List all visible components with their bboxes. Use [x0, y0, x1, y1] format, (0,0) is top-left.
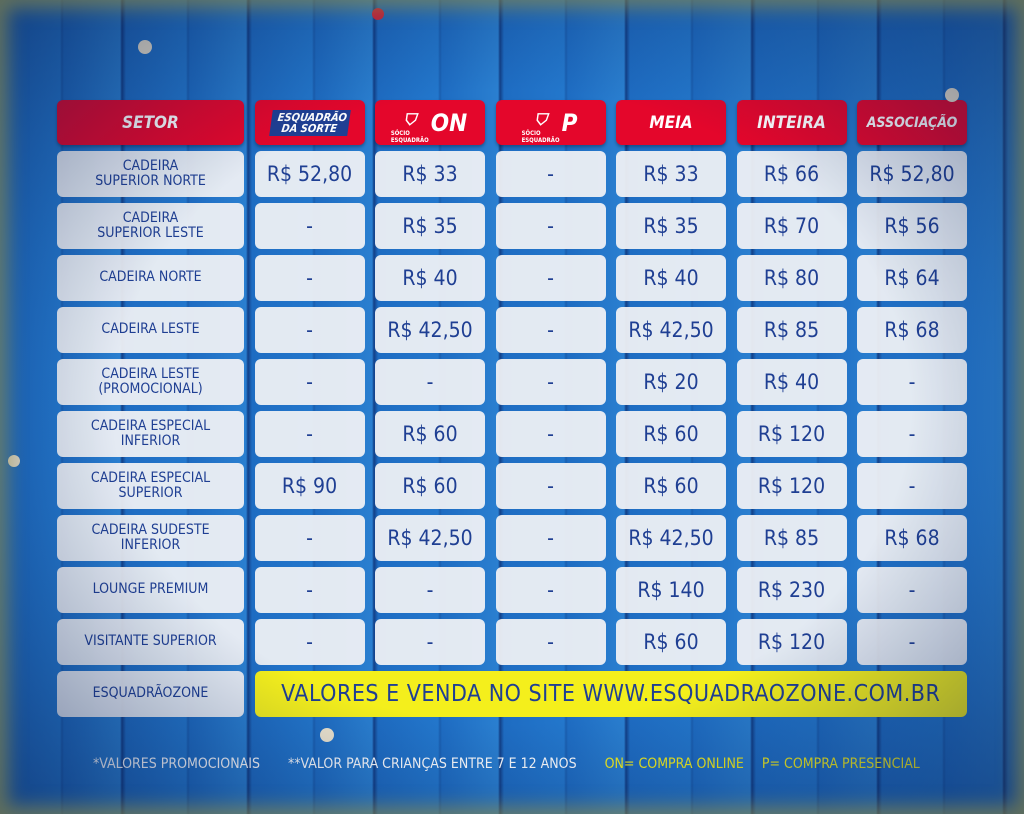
note-criancas: **VALOR PARA CRIANÇAS ENTRE 7 E 12 ANOS [287, 756, 577, 772]
legend-on: ON= COMPRA ONLINE [604, 756, 744, 772]
price-cell: - [375, 567, 485, 613]
price-cell: - [254, 307, 365, 353]
price-cell: - [495, 411, 606, 457]
price-cell: - [254, 359, 365, 405]
price-cell: R$ 68 [857, 515, 967, 561]
price-cell: R$ 35 [375, 203, 485, 249]
price-cell: R$ 60 [616, 411, 726, 457]
price-cell: - [254, 411, 365, 457]
price-cell: R$ 35 [616, 203, 726, 249]
price-cell: - [375, 359, 485, 405]
price-cell: R$ 60 [375, 463, 485, 509]
price-cell: R$ 40 [736, 359, 847, 405]
price-cell: - [857, 463, 967, 509]
price-cell: - [495, 359, 606, 405]
price-cell: - [857, 567, 967, 613]
price-cell: R$ 70 [736, 203, 847, 249]
sector-cell: CADEIRA SUDESTE INFERIOR [57, 515, 244, 561]
header-esquadrao-da-sorte: ESQUADRÃO DA SORTE [254, 100, 365, 145]
price-cell: - [254, 619, 365, 665]
price-cell: R$ 42,50 [616, 515, 726, 561]
price-cell: - [857, 359, 967, 405]
sector-cell: CADEIRA NORTE [57, 255, 244, 301]
price-cell: R$ 20 [616, 359, 726, 405]
price-cell: R$ 40 [375, 255, 485, 301]
price-cell: R$ 230 [736, 567, 847, 613]
sector-cell: CADEIRA SUPERIOR NORTE [57, 151, 244, 197]
sector-cell: CADEIRA ESPECIAL SUPERIOR [57, 463, 244, 509]
price-cell: - [857, 411, 967, 457]
socio-esquadrao-shield-icon: ⛉ SÓCIO ESQUADRÃO [390, 109, 429, 144]
decor-bead [138, 40, 152, 54]
decor-bead [945, 88, 959, 102]
price-table: SETOR ESQUADRÃO DA SORTE ⛉ SÓCIO ESQUADRÃ… [57, 100, 967, 717]
sector-cell: ESQUADRÃOZONE [57, 671, 244, 717]
price-cell: R$ 60 [616, 463, 726, 509]
price-cell: R$ 64 [857, 255, 967, 301]
price-cell: - [375, 619, 485, 665]
price-cell: - [495, 515, 606, 561]
decor-bead [8, 455, 20, 467]
note-promocionais: *VALORES PROMOCIONAIS [93, 756, 260, 772]
header-setor: SETOR [57, 100, 244, 145]
price-cell: R$ 140 [616, 567, 726, 613]
price-cell: R$ 33 [616, 151, 726, 197]
sector-cell: CADEIRA ESPECIAL INFERIOR [57, 411, 244, 457]
p-label: P [561, 108, 578, 137]
price-cell: R$ 90 [254, 463, 365, 509]
socio-esquadrao-shield-icon: ⛉ SÓCIO ESQUADRÃO [521, 109, 560, 144]
price-cell: - [495, 203, 606, 249]
header-socio-on: ⛉ SÓCIO ESQUADRÃO ON [375, 100, 485, 145]
sector-cell: CADEIRA LESTE [57, 307, 244, 353]
price-cell: R$ 85 [736, 515, 847, 561]
price-cell: R$ 42,50 [375, 307, 485, 353]
price-cell: - [495, 619, 606, 665]
legend-p: P= COMPRA PRESENCIAL [761, 756, 920, 772]
header-inteira: INTEIRA [736, 100, 847, 145]
esquadrao-da-sorte-logo: ESQUADRÃO DA SORTE [268, 109, 351, 136]
header-meia: MEIA [616, 100, 726, 145]
price-cell: R$ 60 [375, 411, 485, 457]
esquadraozone-banner: VALORES E VENDA NO SITE WWW.ESQUADRAOZON… [254, 671, 967, 717]
price-cell: - [495, 463, 606, 509]
header-socio-p: ⛉ SÓCIO ESQUADRÃO P [495, 100, 606, 145]
price-cell: R$ 33 [375, 151, 485, 197]
price-cell: R$ 85 [736, 307, 847, 353]
price-cell: R$ 42,50 [616, 307, 726, 353]
price-cell: - [495, 567, 606, 613]
price-cell: R$ 52,80 [254, 151, 365, 197]
price-cell: - [857, 619, 967, 665]
price-cell: - [254, 255, 365, 301]
price-cell: - [495, 307, 606, 353]
price-cell: R$ 66 [736, 151, 847, 197]
price-cell: R$ 52,80 [857, 151, 967, 197]
price-cell: R$ 60 [616, 619, 726, 665]
price-cell: R$ 120 [736, 463, 847, 509]
price-cell: R$ 56 [857, 203, 967, 249]
price-cell: - [254, 515, 365, 561]
price-cell: R$ 42,50 [375, 515, 485, 561]
footer-notes: *VALORES PROMOCIONAIS **VALOR PARA CRIAN… [93, 756, 934, 772]
price-cell: R$ 120 [736, 619, 847, 665]
header-associacao: ASSOCIAÇÃO [857, 100, 967, 145]
decor-bead [320, 728, 334, 742]
decor-bead [372, 8, 384, 20]
price-cell: R$ 120 [736, 411, 847, 457]
sector-cell: VISITANTE SUPERIOR [57, 619, 244, 665]
price-cell: - [254, 567, 365, 613]
sector-cell: CADEIRA SUPERIOR LESTE [57, 203, 244, 249]
price-cell: - [495, 151, 606, 197]
price-cell: R$ 40 [616, 255, 726, 301]
price-cell: R$ 68 [857, 307, 967, 353]
price-cell: - [495, 255, 606, 301]
sector-cell: LOUNGE PREMIUM [57, 567, 244, 613]
sector-cell: CADEIRA LESTE (PROMOCIONAL) [57, 359, 244, 405]
on-label: ON [430, 108, 468, 137]
price-cell: R$ 80 [736, 255, 847, 301]
price-cell: - [254, 203, 365, 249]
